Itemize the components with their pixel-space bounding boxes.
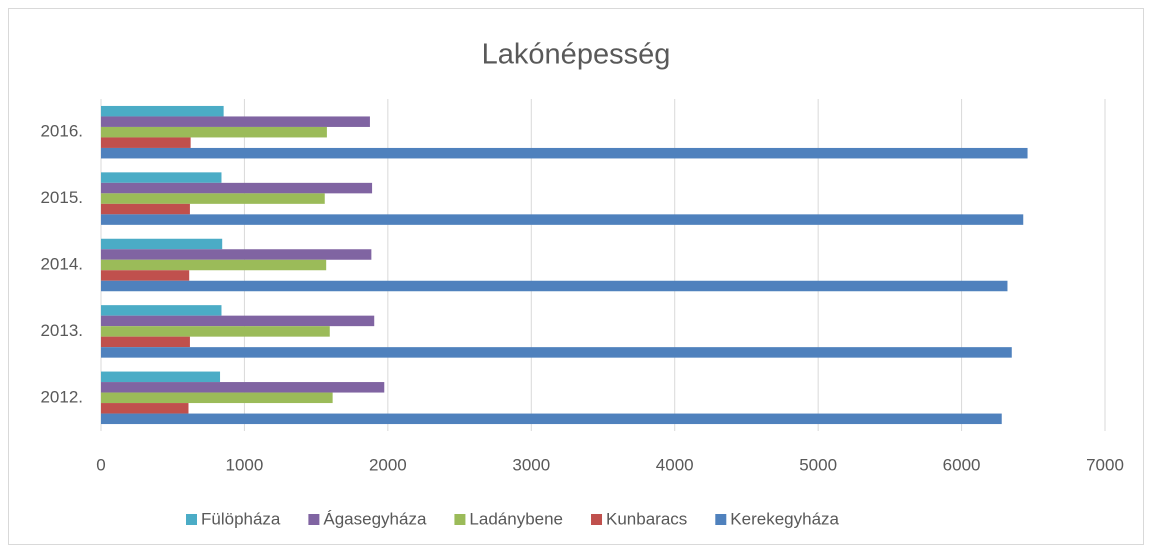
bar <box>101 336 190 348</box>
bar <box>101 172 222 183</box>
chart-title: Lakónépesség <box>482 39 671 71</box>
x-tick-label: 1000 <box>226 455 264 474</box>
y-tick-label: 2016. <box>40 122 83 141</box>
x-tick-label: 4000 <box>656 455 694 474</box>
bar <box>101 259 327 271</box>
bar <box>101 371 221 383</box>
legend-label: Fülöpháza <box>201 509 281 528</box>
legend-swatch <box>308 514 320 525</box>
bar <box>101 403 189 414</box>
bar <box>101 280 1008 292</box>
bar <box>101 315 375 327</box>
bar <box>101 249 372 260</box>
bar <box>101 116 370 127</box>
y-tick-label: 2015. <box>40 188 83 207</box>
legend-swatch <box>454 514 466 525</box>
bar <box>101 214 1024 225</box>
bar <box>101 413 1002 425</box>
legend-swatch <box>186 514 197 525</box>
bar <box>101 147 1028 159</box>
legend-label: Ladánybene <box>469 509 563 528</box>
bar <box>101 305 222 316</box>
bar <box>101 270 190 281</box>
bar <box>101 126 327 138</box>
bar <box>101 203 190 215</box>
x-tick-label: 3000 <box>512 455 550 474</box>
y-tick-label: 2013. <box>40 321 83 340</box>
chart-border <box>8 8 1144 545</box>
legend-swatch <box>591 514 603 525</box>
y-tick-label: 2012. <box>40 387 83 406</box>
bar <box>101 137 191 148</box>
x-tick-label: 7000 <box>1086 455 1124 474</box>
legend-label: Kunbaracs <box>606 509 687 528</box>
bar <box>101 238 223 250</box>
x-tick-label: 5000 <box>799 455 837 474</box>
bar <box>101 382 385 393</box>
bar <box>101 193 325 204</box>
x-tick-label: 2000 <box>369 455 407 474</box>
bar <box>101 392 333 404</box>
x-tick-label: 6000 <box>943 455 981 474</box>
bar <box>101 347 1012 358</box>
legend-swatch <box>715 514 727 525</box>
x-tick-label: 0 <box>96 455 105 474</box>
bar <box>101 182 373 194</box>
y-tick-label: 2014. <box>40 254 83 273</box>
legend-label: Ágasegyháza <box>323 509 427 528</box>
legend-label: Kerekegyháza <box>730 509 839 528</box>
bar <box>101 105 224 117</box>
bar <box>101 326 330 337</box>
